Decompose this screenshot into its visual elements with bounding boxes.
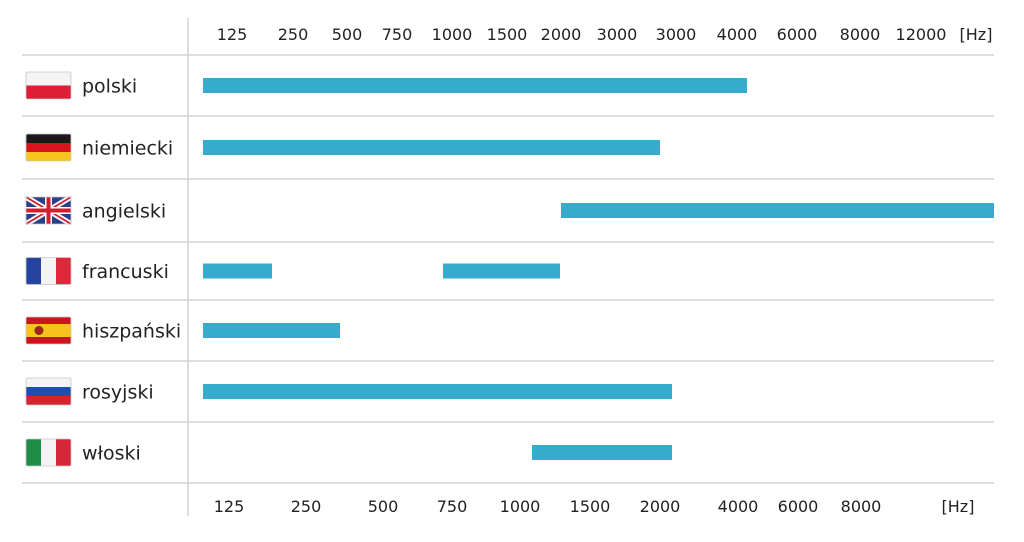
- flag-italy-icon: [25, 438, 72, 467]
- language-label: polski: [82, 76, 137, 98]
- language-label: hiszpański: [82, 321, 181, 343]
- flag-border: [25, 196, 72, 225]
- bars: [203, 78, 994, 460]
- bottom-tick-label: 8000: [841, 497, 882, 516]
- bottom-axis-ticks: 125 250 500 750 1000 1500 2000 4000 6000 8000 [Hz]: [214, 497, 975, 516]
- flag-poland-icon: [25, 71, 72, 100]
- flag-stripe: [26, 257, 41, 285]
- bottom-tick-label: 500: [368, 497, 399, 516]
- top-tick-label: 12000: [896, 25, 947, 44]
- flag-stripe: [26, 134, 71, 143]
- flag-spain-icon: [25, 316, 72, 345]
- bottom-tick-label: 4000: [718, 497, 759, 516]
- flag-germany-icon: [25, 133, 72, 162]
- flag-stripe: [26, 143, 71, 152]
- flag-france-icon: [25, 257, 72, 285]
- flag-stripe: [46, 197, 51, 224]
- flag-stripe: [41, 257, 56, 285]
- flag-stripe: [26, 152, 71, 161]
- flag-stripe: [26, 387, 71, 396]
- top-tick-label: 1500: [487, 25, 528, 44]
- top-tick-label: 125: [217, 25, 248, 44]
- top-tick-label: 750: [382, 25, 413, 44]
- range-bar: [561, 203, 994, 218]
- top-tick-label: 8000: [840, 25, 881, 44]
- flag-border: [25, 71, 72, 100]
- flag-stripe: [41, 439, 56, 466]
- flag-border: [25, 438, 72, 467]
- flag-stripe: [26, 439, 41, 466]
- flag-stripe: [26, 337, 71, 344]
- flag-border: [25, 316, 72, 345]
- bottom-tick-label: [Hz]: [942, 497, 975, 516]
- top-tick-label: 3000: [656, 25, 697, 44]
- flag-stripe: [26, 317, 71, 324]
- language-label: angielski: [82, 201, 166, 223]
- bottom-tick-label: 1000: [500, 497, 541, 516]
- flag-stripe: [56, 439, 71, 466]
- range-bar: [203, 263, 272, 279]
- range-bar: [203, 78, 747, 93]
- bottom-tick-label: 125: [214, 497, 245, 516]
- range-bar: [203, 384, 672, 399]
- top-tick-label: 3000: [597, 25, 638, 44]
- top-tick-label: 250: [278, 25, 309, 44]
- flag-stripe: [26, 324, 71, 337]
- top-tick-label: [Hz]: [960, 25, 993, 44]
- flag-emblem: [34, 326, 44, 335]
- range-bar: [532, 445, 672, 460]
- top-tick-label: 500: [332, 25, 363, 44]
- top-tick-label: 6000: [777, 25, 818, 44]
- flag-stripe: [26, 72, 71, 86]
- bottom-tick-label: 250: [291, 497, 322, 516]
- range-bar: [203, 140, 660, 155]
- grid-lines: [22, 18, 994, 516]
- flag-stripe: [26, 396, 71, 405]
- language-label: francuski: [82, 261, 169, 283]
- flag-border: [25, 133, 72, 162]
- range-bar: [203, 323, 340, 338]
- bottom-tick-label: 2000: [640, 497, 681, 516]
- flag-uk-icon: [24, 194, 73, 227]
- language-label: rosyjski: [82, 382, 154, 404]
- range-bar: [443, 263, 560, 279]
- flag-stripe: [26, 85, 71, 99]
- top-tick-label: 1000: [432, 25, 473, 44]
- flag-stripe: [26, 378, 71, 387]
- top-tick-label: 2000: [541, 25, 582, 44]
- bottom-tick-label: 1500: [570, 497, 611, 516]
- bottom-tick-label: 6000: [778, 497, 819, 516]
- language-label: włoski: [82, 443, 141, 465]
- flag-border: [25, 257, 72, 285]
- top-axis-ticks: 125 250 500 750 1000 1500 2000 3000 3000 4000 6000…: [217, 25, 993, 44]
- flag-stripe: [56, 257, 71, 285]
- bottom-tick-label: 750: [437, 497, 468, 516]
- language-label: niemiecki: [82, 138, 173, 160]
- flag-border: [25, 377, 72, 406]
- flag-russia-icon: [25, 377, 72, 406]
- top-tick-label: 4000: [717, 25, 758, 44]
- language-rows: polski niemiecki angielski francuski hiszpań…: [24, 71, 181, 467]
